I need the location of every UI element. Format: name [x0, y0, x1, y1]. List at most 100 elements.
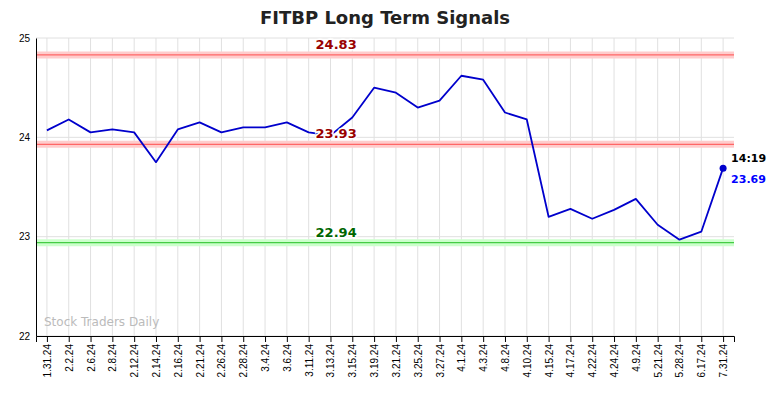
- title: FITBP Long Term Signals: [260, 7, 510, 28]
- grid-line-y: [36, 236, 734, 237]
- x-tick-mark: [287, 336, 288, 342]
- last-point: [720, 165, 727, 172]
- reference-label: 23.93: [316, 126, 357, 141]
- grid-line-x: [614, 38, 615, 336]
- y-tick-label: 23: [19, 231, 31, 242]
- x-tick-mark: [658, 336, 659, 342]
- x-tick-label: 3.19.24: [369, 344, 380, 378]
- x-tick: 4.9.24: [631, 336, 642, 372]
- x-tick: 2.8.24: [107, 336, 118, 372]
- x-tick-mark: [156, 336, 157, 342]
- x-tick-label: 4.9.24: [631, 344, 642, 372]
- x-tick: 4.15.24: [544, 336, 555, 377]
- reference-line: [36, 54, 734, 55]
- grid-line-x: [330, 38, 331, 336]
- x-tick-mark: [505, 336, 506, 342]
- y-tick-label: 25: [19, 33, 31, 44]
- grid-line-x: [395, 38, 396, 336]
- grid-line-x: [221, 38, 222, 336]
- annotations: 24.8323.9322.9414:1923.69Stock Traders D…: [44, 37, 766, 329]
- grid-line-x: [112, 38, 113, 336]
- x-tick-label: 5.21.24: [653, 344, 664, 378]
- grid-line-x: [68, 38, 69, 336]
- x-tick: 1.31.24: [42, 336, 53, 377]
- x-tick: 3.13.24: [325, 336, 336, 377]
- last-label: 14:19: [731, 152, 766, 165]
- x-tick-label: 4.1.24: [456, 344, 467, 372]
- grid-line-x: [461, 38, 462, 336]
- grid-line-x: [155, 38, 156, 336]
- x-axis: 1.31.242.2.242.6.242.8.242.12.242.14.242…: [37, 336, 735, 377]
- grid-line-x: [723, 38, 724, 336]
- grid-line-y: [36, 137, 734, 138]
- x-tick-label: 3.27.24: [435, 344, 446, 378]
- x-tick: 3.6.24: [282, 336, 293, 372]
- grid-line-x: [265, 38, 266, 336]
- x-tick: 7.31.24: [718, 336, 729, 377]
- grid-line-x: [548, 38, 549, 336]
- x-tick-mark: [418, 336, 419, 342]
- x-tick-mark: [570, 336, 571, 342]
- x-tick-label: 7.31.24: [718, 344, 729, 378]
- x-tick-label: 6.17.24: [696, 344, 707, 378]
- x-tick-label: 3.13.24: [325, 344, 336, 378]
- x-tick-label: 1.31.24: [42, 344, 53, 378]
- x-tick-mark: [352, 336, 353, 342]
- x-tick-label: 3.11.24: [304, 344, 315, 377]
- x-tick-mark: [461, 336, 462, 342]
- reference-band: [36, 51, 734, 58]
- grid-line-x: [483, 38, 484, 336]
- x-tick: 2.21.24: [195, 336, 206, 377]
- x-tick: 3.15.24: [347, 336, 358, 377]
- x-tick-mark: [309, 336, 310, 342]
- grid-line-x: [417, 38, 418, 336]
- x-tick-mark: [330, 336, 331, 342]
- grid-line-x: [504, 38, 505, 336]
- x-tick: 4.1.24: [456, 336, 467, 372]
- grid: [36, 38, 734, 336]
- x-tick-label: 2.12.24: [129, 344, 140, 378]
- x-tick-label: 5.28.24: [674, 344, 685, 378]
- x-tick: 3.27.24: [435, 336, 446, 377]
- x-tick-label: 4.22.24: [587, 344, 598, 378]
- x-tick: 4.10.24: [522, 336, 533, 377]
- grid-line-y: [36, 38, 734, 39]
- x-tick: 4.24.24: [609, 336, 620, 377]
- x-tick-mark: [112, 336, 113, 342]
- x-tick: 3.25.24: [413, 336, 424, 377]
- x-tick-mark: [723, 336, 724, 342]
- x-tick-mark: [178, 336, 179, 342]
- y-axis: 22 23 24 25: [19, 33, 37, 342]
- y-tick: 22: [19, 331, 36, 342]
- x-tick-mark: [265, 336, 266, 342]
- x-tick: 4.3.24: [478, 336, 489, 372]
- chart: 222324251.31.242.2.242.6.242.8.242.12.24…: [0, 0, 784, 398]
- reference-band: [36, 239, 734, 246]
- x-axis-line: [37, 337, 735, 343]
- x-tick: 2.12.24: [129, 336, 140, 377]
- grid-line-x: [177, 38, 178, 336]
- y-tick-label: 22: [19, 331, 31, 342]
- x-tick-mark: [636, 336, 637, 342]
- grid-line-x: [701, 38, 702, 336]
- x-tick-label: 4.24.24: [609, 344, 620, 378]
- y-axis-line: [36, 39, 37, 337]
- y-tick-label: 24: [19, 132, 31, 143]
- reference-line: [36, 144, 734, 145]
- x-tick: 3.4.24: [260, 336, 271, 372]
- x-tick: 3.19.24: [369, 336, 380, 377]
- grid-line-x: [243, 38, 244, 336]
- x-tick: 2.28.24: [238, 336, 249, 377]
- grid-line-x: [90, 38, 91, 336]
- grid-line-x: [439, 38, 440, 336]
- x-tick-mark: [243, 336, 244, 342]
- x-tick-mark: [483, 336, 484, 342]
- grid-line-x: [374, 38, 375, 336]
- x-tick-label: 2.21.24: [195, 344, 206, 378]
- x-tick-mark: [679, 336, 680, 342]
- x-tick: 4.8.24: [500, 336, 511, 372]
- x-tick-label: 4.17.24: [565, 344, 576, 378]
- x-tick: 2.26.24: [216, 336, 227, 377]
- x-tick: 6.17.24: [696, 336, 707, 377]
- x-tick-label: 2.8.24: [107, 344, 118, 372]
